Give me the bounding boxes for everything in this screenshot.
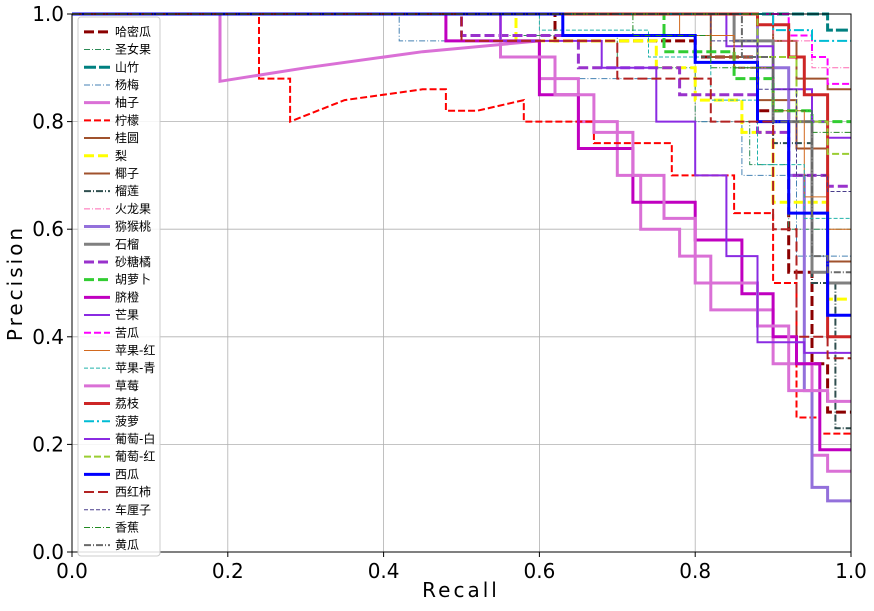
plot-frame [71, 13, 852, 553]
legend-label: 胡萝卜 [115, 273, 151, 287]
series-line-25 [72, 12, 851, 317]
legend-label: 苹果-青 [115, 361, 155, 375]
legend-label: 西红柿 [115, 484, 151, 499]
series-line-29 [72, 13, 851, 274]
legend-label: 苦瓜 [115, 326, 139, 340]
legend-label: 脐橙 [115, 289, 139, 304]
y-axis-label: Precision [3, 225, 27, 341]
legend-label: 圣女果 [115, 42, 151, 57]
y-tick-label: 0.4 [32, 325, 64, 349]
series-line-3 [72, 13, 851, 257]
legend-label: 黄瓜 [115, 538, 139, 552]
legend-label: 梨 [115, 149, 127, 163]
y-tick-label: 0.6 [32, 217, 64, 241]
series-line-26 [72, 13, 851, 360]
axis-ticks: 0.0 0.2 0.4 0.6 0.8 1.0 0.0 0.2 0.4 0.6 0.8 1.0 [32, 2, 867, 583]
legend-label: 椰子 [115, 165, 139, 180]
legend-label: 芒果 [115, 307, 139, 322]
legend-label: 杨梅 [115, 77, 139, 92]
series-line-24 [72, 13, 851, 155]
series-line-13 [72, 12, 851, 188]
legend-label: 苹果-红 [115, 342, 155, 357]
legend-label: 桂圆 [115, 130, 139, 145]
legend-label: 车厘子 [115, 502, 151, 517]
x-tick-label: 0.0 [56, 559, 88, 583]
legend-label: 葡萄-红 [115, 449, 155, 464]
y-tick-label: 1.0 [32, 2, 64, 26]
series-line-27 [72, 13, 851, 192]
series-line-11 [72, 12, 851, 503]
legend-label: 山竹 [115, 60, 139, 74]
x-tick-label: 0.8 [679, 559, 711, 583]
legend: 哈密瓜圣女果山竹杨梅柚子柠檬桂圆梨椰子榴莲火龙果猕猴桃石榴砂糖橘胡萝卜脐橙芒果苦… [77, 16, 161, 557]
x-tick-label: 0.6 [523, 559, 555, 583]
legend-label: 石榴 [115, 237, 139, 251]
series-line-17 [72, 13, 851, 85]
x-tick-label: 0.2 [212, 559, 244, 583]
legend-label: 香蕉 [115, 520, 139, 534]
legend-label: 西瓜 [115, 467, 139, 481]
y-tick-label: 0.0 [32, 540, 64, 564]
legend-label: 猕猴桃 [115, 219, 151, 234]
legend-label: 柠檬 [115, 112, 139, 127]
legend-label: 砂糖橘 [115, 254, 151, 269]
series-line-20 [72, 12, 851, 403]
legend-label: 菠萝 [115, 414, 139, 428]
y-tick-label: 0.8 [32, 110, 64, 134]
legend-label: 荔枝 [115, 396, 139, 411]
legend-label: 柚子 [115, 95, 139, 110]
y-tick-label: 0.2 [32, 432, 64, 456]
series-line-5 [72, 13, 851, 435]
x-axis-label: Recall [422, 578, 500, 602]
legend-label: 火龙果 [115, 202, 151, 216]
legend-label: 葡萄-白 [115, 431, 155, 446]
legend-label: 榴莲 [115, 184, 139, 198]
legend-label: 哈密瓜 [115, 24, 151, 39]
x-tick-label: 0.4 [368, 559, 400, 583]
x-tick-label: 1.0 [835, 559, 867, 583]
series-line-28 [72, 13, 851, 133]
legend-label: 草莓 [115, 379, 139, 393]
